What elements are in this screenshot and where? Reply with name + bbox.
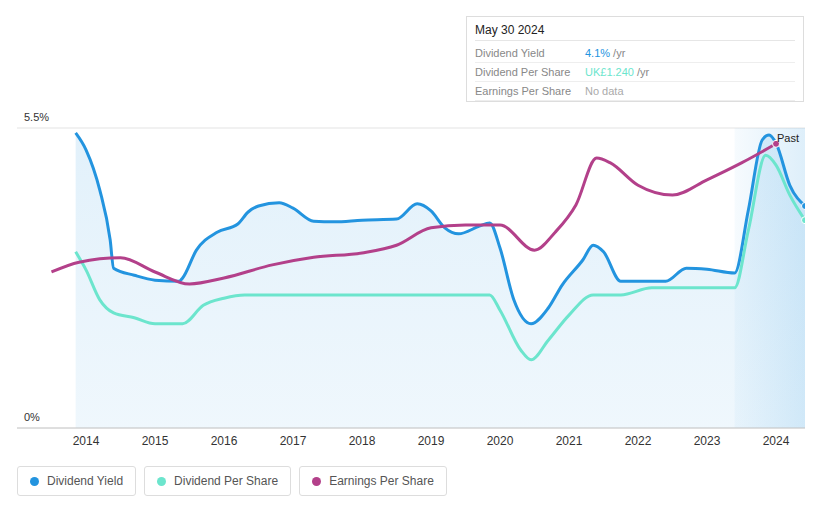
svg-text:5.5%: 5.5% — [24, 111, 49, 123]
svg-text:2020: 2020 — [487, 434, 514, 448]
html-text:Dividend Per Share: Dividend Per Share — [475, 66, 571, 78]
svg-text:2022: 2022 — [625, 434, 652, 448]
svg-text:2017: 2017 — [280, 434, 307, 448]
svg-text:2021: 2021 — [556, 434, 583, 448]
html-text:May 30 2024: May 30 2024 — [475, 23, 545, 37]
svg-text:2018: 2018 — [349, 434, 376, 448]
html-text:Earnings Per Share: Earnings Per Share — [475, 85, 571, 97]
html-text:Dividend Yield: Dividend Yield — [47, 474, 124, 488]
svg-text:2015: 2015 — [142, 434, 169, 448]
html-text:4.1% /yr: 4.1% /yr — [585, 47, 626, 59]
svg-text:2016: 2016 — [211, 434, 238, 448]
svg-text:2023: 2023 — [694, 434, 721, 448]
html-text:No data: No data — [585, 85, 624, 97]
html-text:Dividend Per Share: Dividend Per Share — [174, 474, 279, 488]
html-text:Dividend Yield: Dividend Yield — [475, 47, 545, 59]
svg-text:2014: 2014 — [73, 434, 100, 448]
html-text:UK£1.240 /yr: UK£1.240 /yr — [585, 66, 650, 78]
svg-text:0%: 0% — [24, 411, 40, 423]
svg-text:2019: 2019 — [418, 434, 445, 448]
svg-text:Past: Past — [777, 132, 799, 144]
svg-text:2024: 2024 — [763, 434, 790, 448]
html-text:Earnings Per Share: Earnings Per Share — [329, 474, 434, 488]
